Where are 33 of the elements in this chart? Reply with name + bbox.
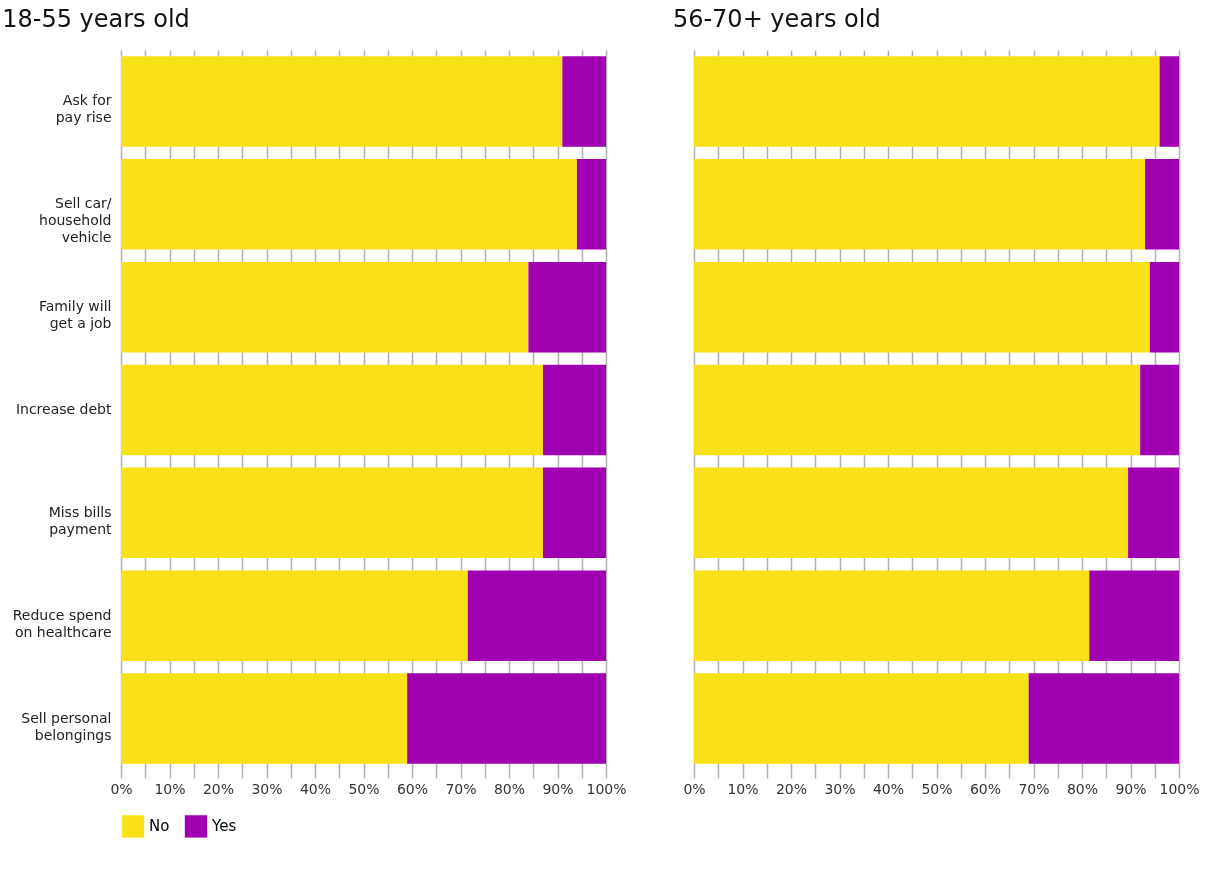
- legend-label: No: [149, 817, 170, 836]
- x-tick-label: 70%: [1018, 780, 1050, 797]
- x-tick-label: 20%: [202, 780, 235, 797]
- x-tick-label: 0%: [110, 780, 133, 797]
- y-tick-label: Increase debt: [15, 401, 113, 417]
- y-tick-label: Reduce spend on healthcare: [12, 606, 112, 640]
- y-tick-label: Sell personal belongings: [21, 709, 112, 743]
- x-tick-label: 50%: [348, 780, 380, 797]
- x-tick-label: 30%: [824, 780, 856, 797]
- x-tick-label: 80%: [493, 780, 526, 797]
- y-tick-label: Family will get a job: [38, 298, 112, 332]
- x-tick-label: 10%: [727, 780, 759, 797]
- x-tick-label: 90%: [1115, 780, 1147, 797]
- x-tick-label: 10%: [154, 780, 186, 797]
- chart-title: 18-55 years old: [2, 5, 190, 33]
- y-tick-label: Sell car/ household vehicle: [39, 195, 112, 246]
- x-tick-label: 90%: [542, 780, 574, 797]
- x-tick-label: 70%: [445, 780, 477, 797]
- x-tick-label: 20%: [775, 780, 808, 797]
- legend-label: Yes: [211, 817, 237, 836]
- x-tick-label: 40%: [872, 780, 905, 797]
- chart-title: 56-70+ years old: [672, 5, 881, 33]
- x-tick-label: 50%: [921, 780, 953, 797]
- y-tick-label: Miss bills payment: [48, 503, 112, 537]
- x-tick-label: 80%: [1066, 780, 1099, 797]
- x-tick-label: 60%: [969, 780, 1002, 797]
- x-tick-label: 30%: [251, 780, 283, 797]
- x-tick-label: 40%: [299, 780, 332, 797]
- x-tick-label: 100%: [586, 780, 627, 797]
- x-tick-label: 100%: [1159, 780, 1200, 797]
- x-tick-label: 0%: [683, 780, 706, 797]
- y-tick-label: Ask for pay rise: [55, 92, 112, 126]
- x-tick-label: 60%: [396, 780, 429, 797]
